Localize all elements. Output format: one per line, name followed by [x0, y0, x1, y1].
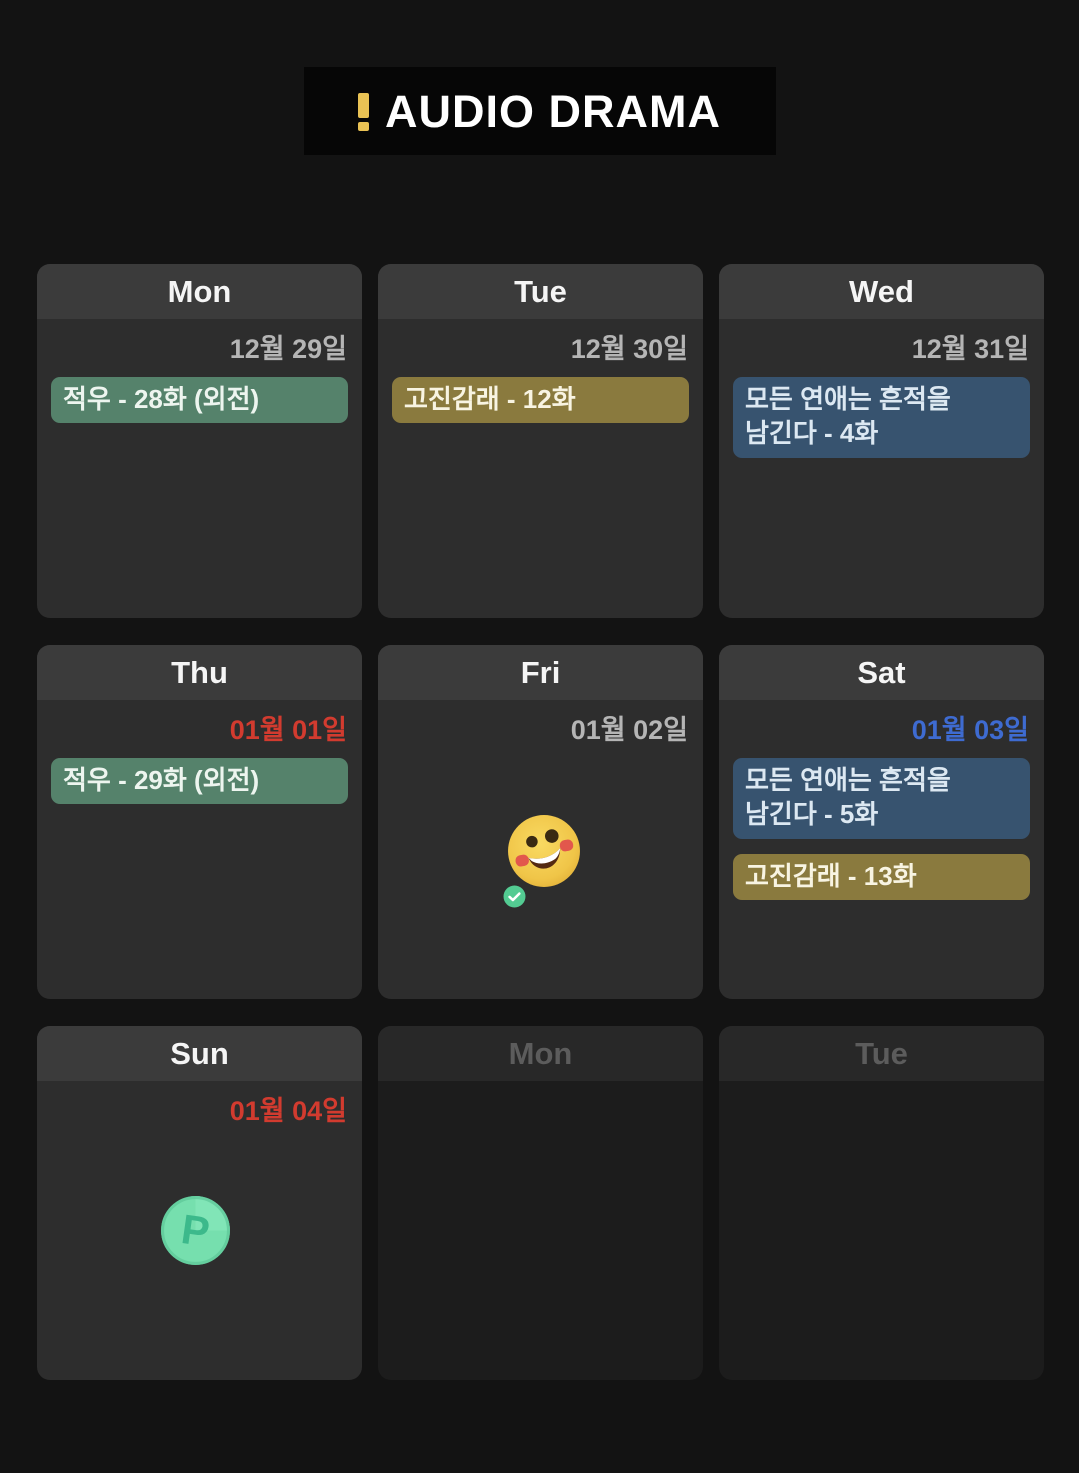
event-pill[interactable]: 모든 연애는 흔적을 남긴다 - 4화 [733, 376, 1030, 458]
date-label: 01월 04일 [229, 1096, 347, 1126]
calendar-cell-wed: Wed 12월 31일 모든 연애는 흔적을 남긴다 - 4화 [719, 264, 1044, 618]
calendar-cell-mon: Mon 12월 29일 적우 - 28화 (외전) [37, 264, 362, 618]
event-list: 모든 연애는 흔적을 남긴다 - 4화 [719, 375, 1044, 458]
calendar-cell-thu: Thu 01월 01일 적우 - 29화 (외전) [37, 645, 362, 999]
day-header: Tue [378, 264, 703, 319]
event-list: 적우 - 28화 (외전) [37, 375, 362, 424]
day-header: Sat [719, 645, 1044, 700]
check-circle-icon [503, 885, 526, 908]
event-pill[interactable]: 모든 연애는 흔적을 남긴다 - 5화 [733, 757, 1030, 839]
day-header: Mon [378, 1026, 703, 1081]
day-header: Thu [37, 645, 362, 700]
event-pill[interactable]: 고진감래 - 12화 [392, 376, 689, 424]
date-label: 01월 03일 [911, 715, 1029, 745]
event-pill[interactable]: 고진감래 - 13화 [733, 853, 1030, 901]
day-header: Tue [719, 1026, 1044, 1081]
logo-title: AUDIO DRAMA [385, 85, 721, 137]
event-pill[interactable]: 적우 - 28화 (외전) [51, 376, 348, 424]
date-label: 12월 31일 [911, 334, 1029, 364]
day-header: Mon [37, 264, 362, 319]
day-label: Sun [170, 1035, 229, 1071]
calendar-cell-next-tue: Tue [719, 1026, 1044, 1380]
event-list: 모든 연애는 흔적을 남긴다 - 5화 고진감래 - 13화 [719, 756, 1044, 901]
day-header: Sun [37, 1026, 362, 1081]
calendar-grid: Mon 12월 29일 적우 - 28화 (외전) Tue 12월 30일 고진… [37, 264, 1044, 1380]
event-list: 적우 - 29화 (외전) [37, 756, 362, 805]
day-label: Mon [167, 273, 232, 309]
day-label: Tue [514, 273, 567, 309]
calendar-cell-fri: Fri 01월 02일 [378, 645, 703, 999]
day-header: Wed [719, 264, 1044, 319]
day-label: Tue [855, 1035, 908, 1071]
day-header: Fri [378, 645, 703, 700]
date-label: 01월 01일 [229, 715, 347, 745]
day-label: Thu [171, 654, 228, 690]
date-label: 12월 30일 [570, 334, 688, 364]
day-label: Wed [849, 273, 914, 309]
date-label: 01월 02일 [570, 715, 688, 745]
exclamation-icon [358, 93, 369, 131]
event-list: 고진감래 - 12화 [378, 375, 703, 424]
calendar-cell-next-mon: Mon [378, 1026, 703, 1380]
audio-drama-logo-banner: AUDIO DRAMA [303, 67, 776, 155]
smiley-sticker-icon [508, 815, 580, 887]
calendar-cell-sun: Sun 01월 04일 P [37, 1026, 362, 1380]
calendar-cell-tue: Tue 12월 30일 고진감래 - 12화 [378, 264, 703, 618]
event-pill[interactable]: 적우 - 29화 (외전) [51, 757, 348, 805]
calendar-cell-sat: Sat 01월 03일 모든 연애는 흔적을 남긴다 - 5화 고진감래 - 1… [719, 645, 1044, 999]
day-label: Mon [508, 1035, 573, 1071]
point-coin-icon: P [161, 1196, 230, 1265]
day-label: Sat [857, 654, 906, 690]
page-background: { "theme": { "page_bg": "#131313", "logo… [0, 67, 1079, 1473]
day-label: Fri [520, 654, 561, 690]
svg-text:P: P [179, 1205, 213, 1255]
date-label: 12월 29일 [229, 334, 347, 364]
